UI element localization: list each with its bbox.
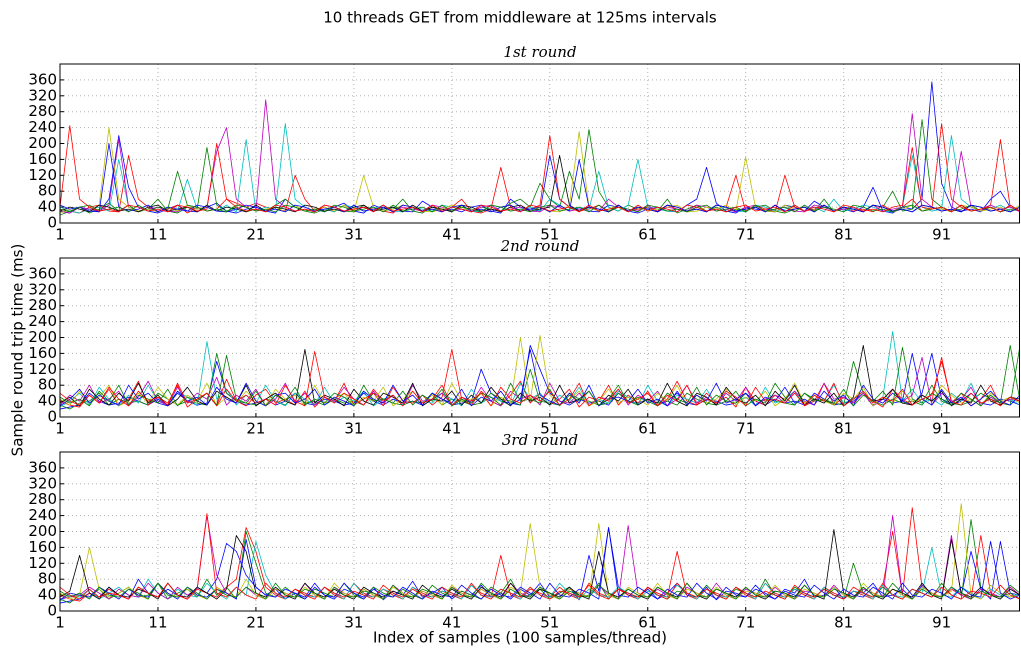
x-tick-label: 11 xyxy=(148,226,167,244)
series-line xyxy=(60,143,1020,213)
y-tick-label: 40 xyxy=(38,392,57,410)
y-tick-label: 360 xyxy=(28,264,57,282)
x-tick-label: 71 xyxy=(736,614,755,632)
series-line xyxy=(60,349,1020,407)
series-line xyxy=(60,81,1020,214)
series-line xyxy=(60,527,1020,601)
plot-frame xyxy=(59,451,1020,612)
y-tick-label: 120 xyxy=(28,166,57,184)
series-line xyxy=(60,345,1020,407)
y-tick-label: 320 xyxy=(28,280,57,298)
y-tick-label: 280 xyxy=(28,296,57,314)
series-line xyxy=(60,331,1020,408)
series-line xyxy=(60,529,1020,600)
x-axis-label: Index of samples (100 samples/thread) xyxy=(373,629,667,647)
x-tick-label: 41 xyxy=(442,420,461,438)
y-tick-label: 320 xyxy=(28,474,57,492)
series-line xyxy=(60,119,1020,216)
x-tick-label: 41 xyxy=(442,226,461,244)
x-tick-label: 71 xyxy=(736,226,755,244)
series-line xyxy=(60,99,1020,214)
x-tick-label: 41 xyxy=(442,614,461,632)
series-line xyxy=(60,125,1020,213)
x-tick-label: 91 xyxy=(932,614,951,632)
y-tick-label: 240 xyxy=(28,118,57,136)
subplot-title: 2nd round xyxy=(500,237,580,255)
series-line xyxy=(60,345,1020,410)
x-tick-label: 81 xyxy=(834,420,853,438)
series-line xyxy=(60,345,1020,410)
plot-frame xyxy=(59,257,1020,418)
subplot-title: 1st round xyxy=(503,43,576,61)
x-tick-label: 31 xyxy=(344,614,363,632)
y-tick-label: 240 xyxy=(28,506,57,524)
y-tick-label: 0 xyxy=(47,602,57,620)
x-tick-label: 1 xyxy=(55,614,65,632)
y-tick-label: 40 xyxy=(38,198,57,216)
series-line xyxy=(60,127,1020,214)
x-tick-label: 61 xyxy=(638,226,657,244)
y-tick-label: 200 xyxy=(28,134,57,152)
y-tick-label: 320 xyxy=(28,86,57,104)
y-axis-label: Sample round trip time (ms) xyxy=(9,244,27,457)
y-tick-label: 280 xyxy=(28,490,57,508)
y-tick-label: 240 xyxy=(28,312,57,330)
y-tick-label: 80 xyxy=(38,570,57,588)
x-tick-label: 11 xyxy=(148,420,167,438)
series-line xyxy=(60,519,1020,604)
y-tick-label: 120 xyxy=(28,360,57,378)
y-tick-label: 40 xyxy=(38,586,57,604)
y-tick-label: 0 xyxy=(47,214,57,232)
y-tick-label: 80 xyxy=(38,182,57,200)
x-tick-label: 61 xyxy=(638,614,657,632)
x-tick-label: 1 xyxy=(55,226,65,244)
y-tick-label: 160 xyxy=(28,344,57,362)
series-line xyxy=(60,351,1020,407)
x-tick-label: 31 xyxy=(344,420,363,438)
y-tick-label: 200 xyxy=(28,522,57,540)
x-tick-label: 31 xyxy=(344,226,363,244)
y-tick-label: 80 xyxy=(38,376,57,394)
figure-title: 10 threads GET from middleware at 125ms … xyxy=(323,9,717,27)
x-tick-label: 71 xyxy=(736,420,755,438)
x-tick-label: 81 xyxy=(834,614,853,632)
series-line xyxy=(60,507,1020,602)
subplot-title: 3rd round xyxy=(502,431,578,449)
x-tick-label: 91 xyxy=(932,226,951,244)
x-tick-label: 51 xyxy=(540,420,559,438)
x-tick-label: 11 xyxy=(148,614,167,632)
x-tick-label: 61 xyxy=(638,420,657,438)
y-tick-label: 360 xyxy=(28,458,57,476)
plot-frame xyxy=(59,63,1020,224)
y-tick-label: 0 xyxy=(47,408,57,426)
x-tick-label: 21 xyxy=(246,420,265,438)
y-tick-label: 200 xyxy=(28,328,57,346)
y-tick-label: 160 xyxy=(28,150,57,168)
y-tick-label: 280 xyxy=(28,102,57,120)
y-tick-label: 160 xyxy=(28,538,57,556)
x-tick-label: 91 xyxy=(932,420,951,438)
x-tick-label: 51 xyxy=(540,614,559,632)
y-tick-label: 120 xyxy=(28,554,57,572)
x-tick-label: 51 xyxy=(540,226,559,244)
x-tick-label: 1 xyxy=(55,420,65,438)
series-line xyxy=(60,345,1020,407)
y-tick-label: 360 xyxy=(28,70,57,88)
x-tick-label: 21 xyxy=(246,614,265,632)
x-tick-label: 21 xyxy=(246,226,265,244)
x-tick-label: 81 xyxy=(834,226,853,244)
series-line xyxy=(60,513,1020,600)
